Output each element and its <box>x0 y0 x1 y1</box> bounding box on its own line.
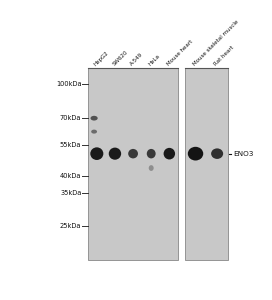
Ellipse shape <box>147 149 156 158</box>
Bar <box>88 68 178 260</box>
Ellipse shape <box>91 130 97 134</box>
Ellipse shape <box>109 148 121 160</box>
Text: SW620: SW620 <box>112 50 129 67</box>
Text: ENO3: ENO3 <box>233 151 254 157</box>
Ellipse shape <box>149 165 154 171</box>
Ellipse shape <box>90 147 103 160</box>
Text: Mouse heart: Mouse heart <box>166 39 194 67</box>
Ellipse shape <box>188 147 203 160</box>
Text: Mouse skeletal muscle: Mouse skeletal muscle <box>192 20 240 67</box>
Text: Rat heart: Rat heart <box>214 45 235 67</box>
Text: 35kDa: 35kDa <box>60 190 81 196</box>
Ellipse shape <box>163 148 175 160</box>
Text: 25kDa: 25kDa <box>60 223 81 229</box>
Text: A-549: A-549 <box>129 52 144 67</box>
Text: 100kDa: 100kDa <box>56 81 81 87</box>
Bar <box>185 68 228 260</box>
Ellipse shape <box>128 149 138 158</box>
Text: 40kDa: 40kDa <box>60 173 81 179</box>
Text: HepG2: HepG2 <box>93 50 110 67</box>
Ellipse shape <box>211 148 223 159</box>
Ellipse shape <box>91 116 98 121</box>
Text: HeLa: HeLa <box>148 54 161 67</box>
Text: 70kDa: 70kDa <box>60 115 81 121</box>
Text: 55kDa: 55kDa <box>60 142 81 148</box>
